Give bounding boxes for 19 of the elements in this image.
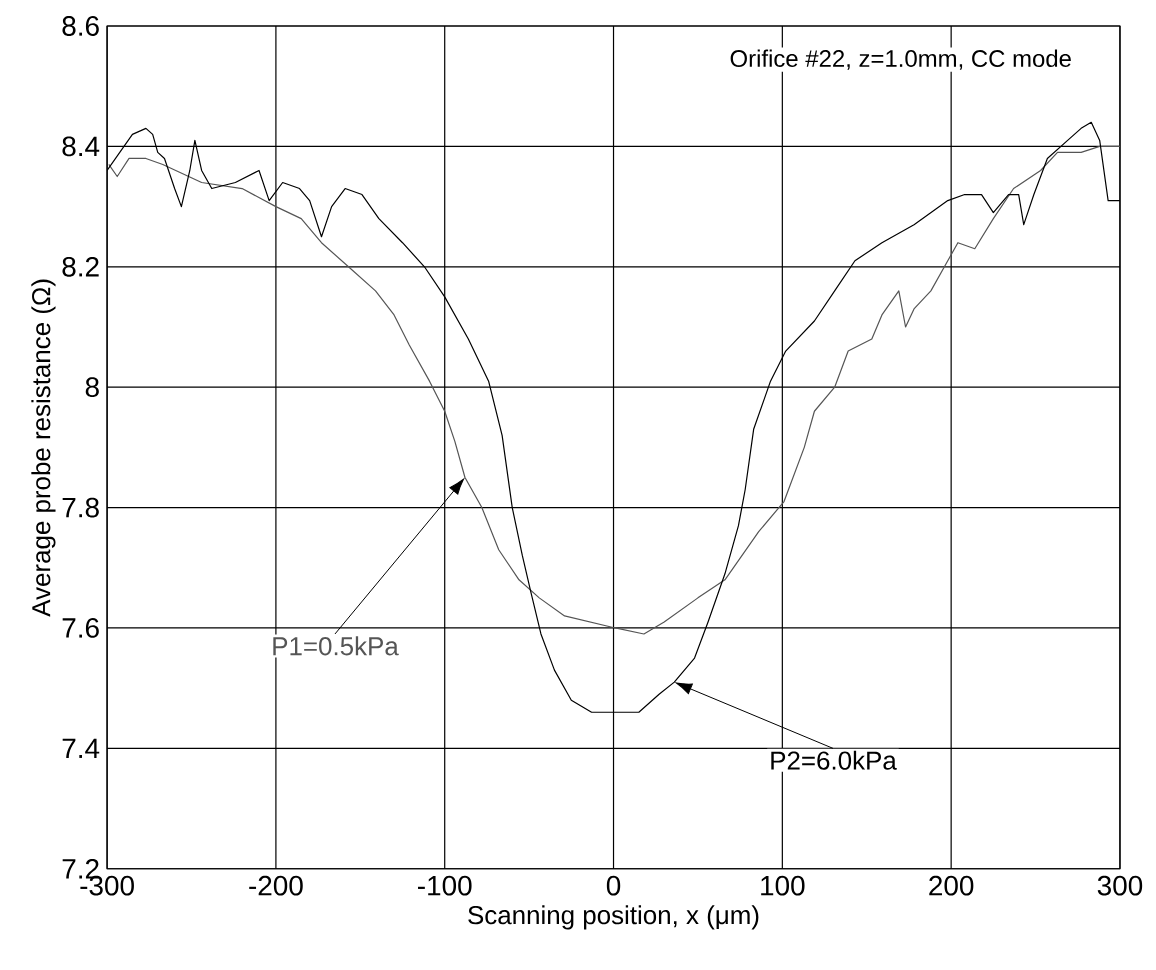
x-tick-label: 300 — [1097, 875, 1143, 896]
y-tick-label: 7.8 — [62, 497, 99, 518]
x-tick-label: -100 — [418, 875, 472, 896]
text: P2=6.0kPa — [771, 750, 897, 770]
y-tick-label: 8.4 — [62, 136, 100, 157]
y-tick-label: 7.6 — [62, 618, 99, 638]
y-axis-title: Average probe resistance (Ω) — [31, 279, 56, 617]
x-axis-title: Scanning position, x (μm) — [468, 905, 759, 930]
y-tick-label: 8.6 — [62, 16, 99, 36]
x-tick-label: 200 — [929, 875, 974, 896]
x-tick-label: 0 — [606, 875, 621, 896]
line-series — [108, 145, 1120, 635]
text: P1=0.5kPa — [273, 636, 399, 656]
x-tick-label: -200 — [249, 875, 303, 896]
y-tick-label: 8 — [85, 377, 99, 398]
x-tick-label: 100 — [761, 875, 805, 896]
text: Orifice #22, z=1.0mm, CC mode — [730, 49, 1071, 70]
y-tick-label: 8.2 — [62, 256, 99, 277]
y-tick-label: 7.4 — [62, 738, 100, 759]
